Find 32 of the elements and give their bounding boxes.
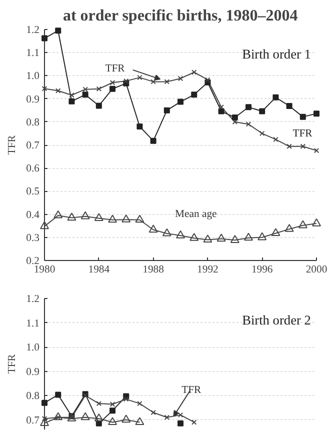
y-tick-label: 1.2 — [26, 294, 40, 305]
y-tick-label: 1.0 — [26, 342, 40, 354]
y-tick-label: 1.1 — [26, 48, 40, 60]
y-tick-label: 0.4 — [26, 210, 40, 221]
annotation: Birth order 1 — [242, 46, 311, 62]
y-tick-label: 0.5 — [26, 186, 40, 198]
y-tick-label: 0.7 — [26, 415, 40, 426]
y-tick-label: 0.8 — [26, 117, 40, 128]
y-tick-label: 0.7 — [26, 140, 40, 152]
x-tick-label: 2000 — [306, 264, 328, 276]
y-tick-label: 1.2 — [26, 25, 40, 36]
x-tick-label: 1984 — [88, 264, 110, 276]
y-tick-label: 0.2 — [26, 256, 40, 267]
y-tick-label: 0.9 — [26, 94, 40, 106]
y-tick-label: 0.8 — [26, 391, 40, 402]
y-tick-label: 1.0 — [26, 71, 40, 82]
y-tick-label: 0.6 — [26, 164, 40, 175]
x-tick-label: 1996 — [251, 264, 274, 276]
chart-title: at order specific births, 1980–2004 — [62, 8, 298, 24]
y-tick-label: 1.1 — [26, 318, 40, 330]
y-axis-title: TFR — [7, 134, 18, 155]
x-tick-label: 1988 — [142, 264, 164, 276]
annotation: Mean age — [175, 209, 218, 220]
annotation: TFR — [292, 128, 314, 140]
y-axis-title: TFR — [7, 353, 18, 374]
y-tick-label: 0.3 — [26, 232, 40, 244]
x-tick-label: 1992 — [197, 264, 218, 276]
annotation: TFR — [182, 385, 202, 396]
annotation: Birth order 2 — [242, 312, 311, 328]
x-tick-label: 1980 — [34, 264, 56, 276]
y-tick-label: 0.9 — [26, 366, 40, 378]
annotation: TFR — [105, 63, 126, 74]
